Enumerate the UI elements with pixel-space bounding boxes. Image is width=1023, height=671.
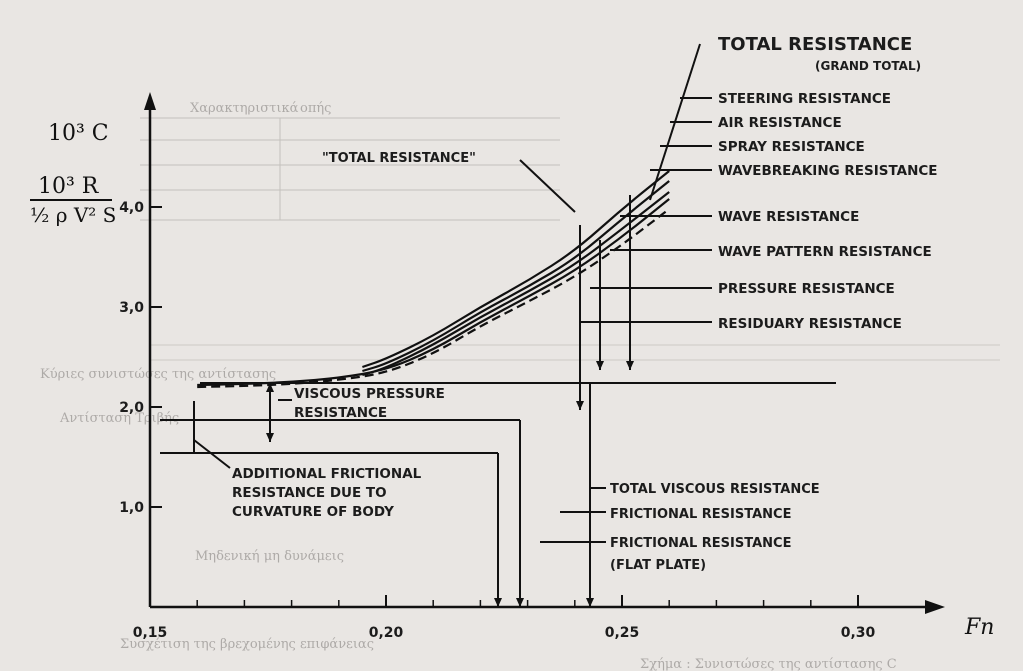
- bg-row-text-3: Μηδενική μη δυνάμεις: [195, 549, 344, 564]
- bg-table-text-1: Χαρακτηριστικά: [190, 101, 299, 116]
- bg-table-text-2: οπής: [300, 101, 331, 116]
- axis-ticks: 0,15 0,20 0,25 0,30 1,0 2,0 3,0 4,0: [119, 200, 875, 641]
- curve-series-1: [362, 170, 670, 369]
- label-wave: WAVE RESISTANCE: [718, 209, 859, 225]
- curve-series-2: [362, 180, 670, 373]
- label-viscous-pressure-1: VISCOUS PRESSURE: [294, 386, 445, 402]
- x-axis-title: Fn: [964, 615, 994, 640]
- x-tick-label: 0,30: [841, 625, 876, 641]
- y-tick-label: 3,0: [119, 300, 144, 316]
- y-axis-title-denominator: ½ ρ V² S: [30, 203, 116, 227]
- label-quoted-total: "TOTAL RESISTANCE": [322, 151, 476, 166]
- annotation-arrows: [266, 361, 634, 607]
- curve-series-4: [197, 198, 670, 387]
- y-axis-title-c: 10³ C: [48, 121, 109, 146]
- y-tick-label: 1,0: [119, 500, 144, 516]
- y-axis-arrow: [144, 92, 156, 110]
- label-air: AIR RESISTANCE: [718, 115, 842, 131]
- label-additional-1: ADDITIONAL FRICTIONAL: [232, 466, 422, 482]
- x-axis-arrow: [925, 600, 945, 614]
- leader-additional: [193, 439, 231, 469]
- curve-series-5: [197, 208, 670, 389]
- label-frictional: FRICTIONAL RESISTANCE: [610, 507, 791, 522]
- label-frictional-flat-plate-2: (FLAT PLATE): [610, 558, 706, 573]
- x-tick-label: 0,25: [605, 625, 640, 641]
- bg-row-text-4: Συσχέτιση της βρεχομένης επιφάνειας: [120, 637, 374, 652]
- leader-quoted: [519, 159, 576, 213]
- label-pressure: PRESSURE RESISTANCE: [718, 281, 895, 297]
- label-total-resistance: TOTAL RESISTANCE: [718, 34, 912, 55]
- label-wavebreaking: WAVEBREAKING RESISTANCE: [718, 163, 938, 179]
- label-additional-2: RESISTANCE DUE TO: [232, 485, 387, 501]
- y-axis-title-numerator: 10³ R: [38, 174, 100, 199]
- x-tick-label: 0,15: [133, 625, 168, 641]
- label-total-viscous: TOTAL VISCOUS RESISTANCE: [610, 482, 820, 497]
- resistance-curves: [197, 170, 670, 389]
- bg-row-text-1: Κύριες συνιστώσες της αντίστασης: [40, 367, 276, 382]
- bg-caption: Σχήμα : Συνιστώσες της αντίστασης C: [640, 657, 897, 671]
- label-wave-pattern: WAVE PATTERN RESISTANCE: [718, 244, 932, 260]
- annotation-lines: [160, 43, 836, 607]
- label-additional-3: CURVATURE OF BODY: [232, 504, 394, 520]
- label-viscous-pressure-2: RESISTANCE: [294, 405, 387, 421]
- label-residuary: RESIDUARY RESISTANCE: [718, 316, 902, 332]
- x-tick-label: 0,20: [369, 625, 404, 641]
- label-frictional-flat-plate-1: FRICTIONAL RESISTANCE: [610, 536, 791, 551]
- label-grand-total: (GRAND TOTAL): [815, 59, 921, 73]
- y-tick-label: 2,0: [119, 400, 144, 416]
- y-tick-label: 4,0: [119, 200, 144, 216]
- label-steering: STEERING RESISTANCE: [718, 91, 891, 107]
- label-spray: SPRAY RESISTANCE: [718, 139, 865, 155]
